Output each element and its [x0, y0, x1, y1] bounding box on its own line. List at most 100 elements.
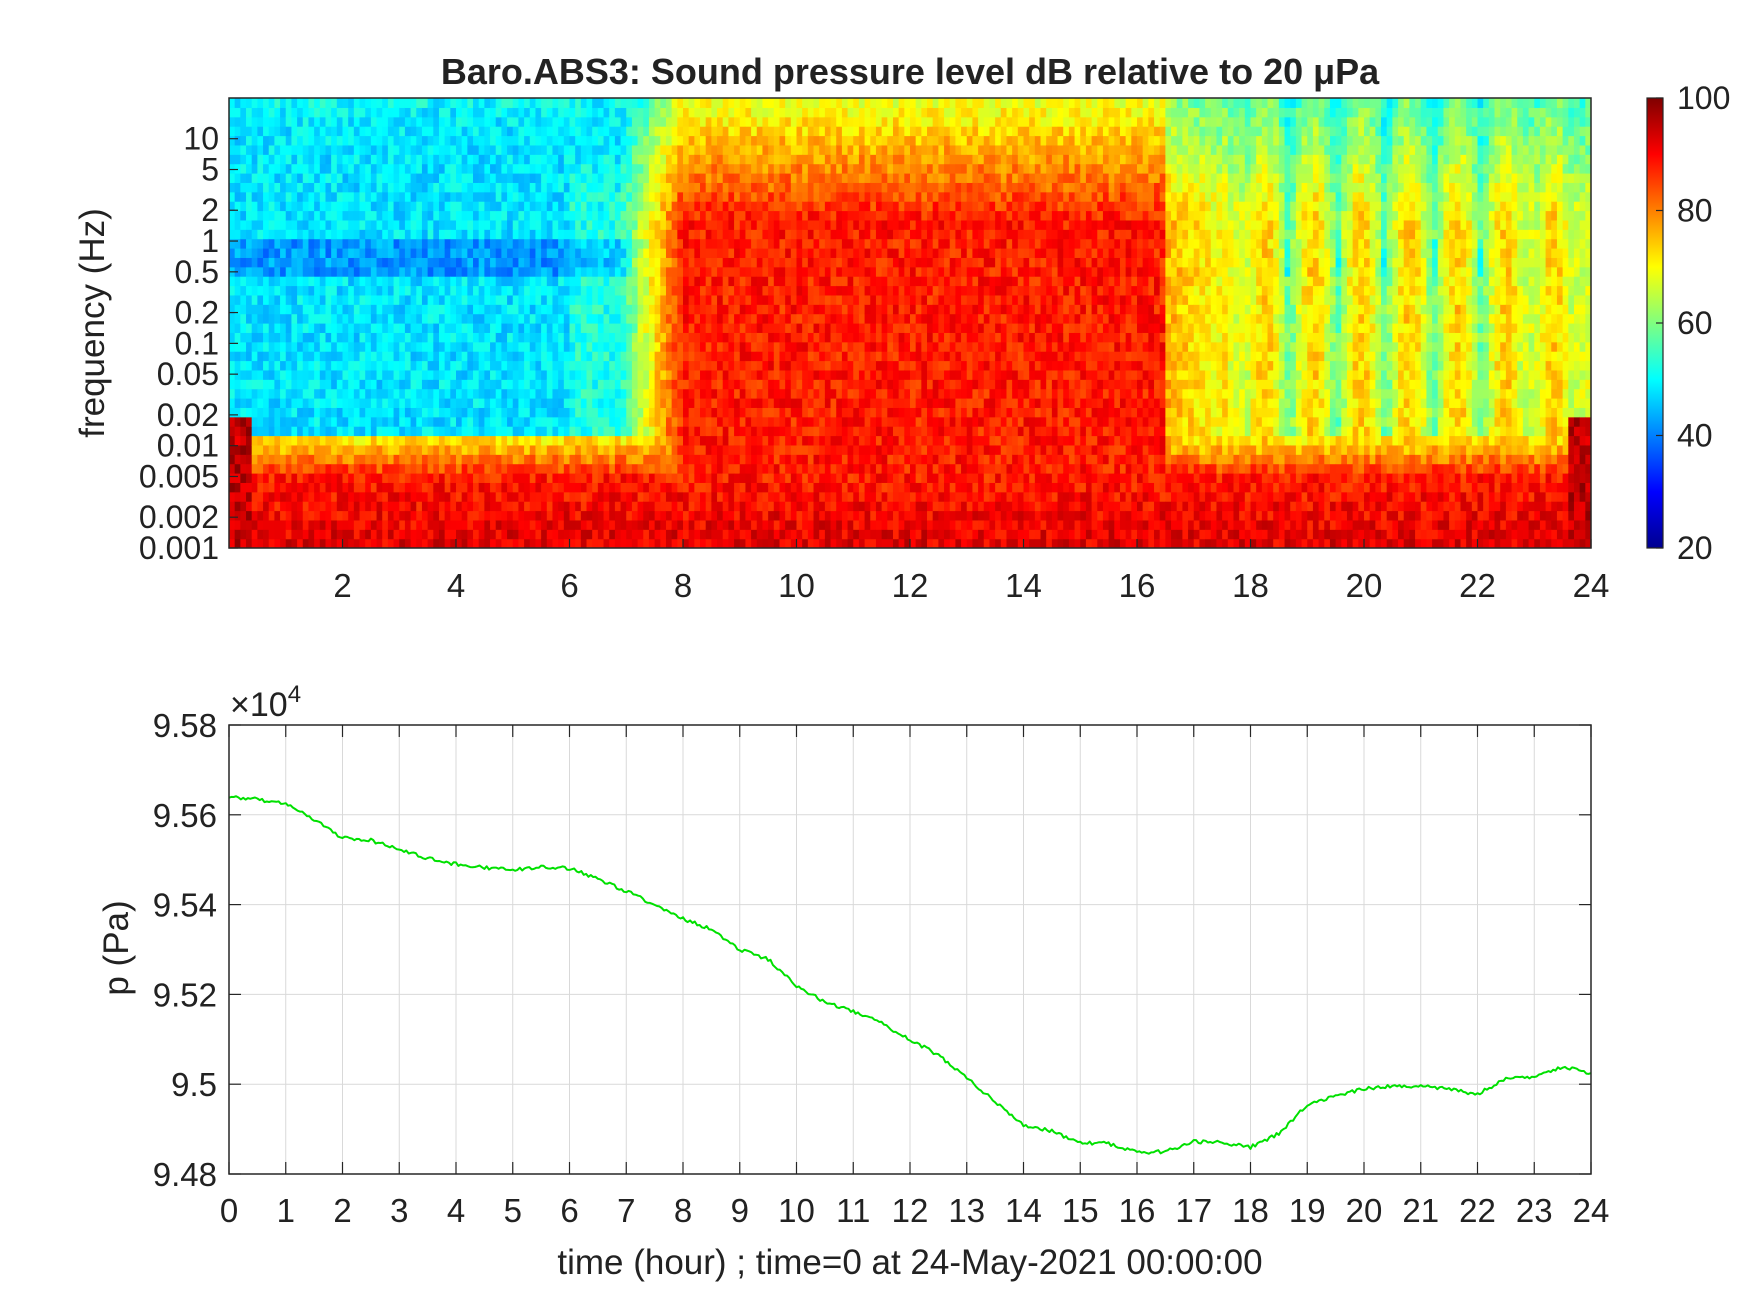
heatmap-cell — [348, 285, 355, 296]
heatmap-cell — [302, 182, 310, 193]
heatmap-cell — [631, 426, 639, 437]
heatmap-cell — [473, 173, 480, 183]
heatmap-cell — [484, 163, 491, 174]
heatmap-cell — [495, 444, 502, 455]
heatmap-cell — [495, 191, 502, 202]
heatmap-cell — [501, 369, 508, 380]
heatmap-cell — [427, 144, 434, 155]
heatmap-cell — [807, 219, 815, 230]
heatmap-cell — [507, 360, 514, 371]
heatmap-cell — [387, 398, 395, 408]
heatmap-cell — [291, 163, 298, 174]
heatmap-cell — [280, 398, 287, 408]
heatmap-cell — [302, 323, 310, 333]
heatmap-cell — [768, 426, 775, 437]
heatmap-cell — [393, 454, 400, 465]
heatmap-cell — [490, 173, 497, 183]
heatmap-cell — [683, 182, 690, 193]
heatmap-cell — [552, 323, 559, 333]
heatmap-cell — [257, 294, 264, 305]
heatmap-cell — [302, 407, 310, 418]
heatmap-cell — [586, 435, 593, 446]
heatmap-cell — [501, 257, 508, 268]
heatmap-cell — [342, 360, 349, 371]
heatmap-cell — [660, 341, 667, 352]
heatmap-cell — [575, 454, 582, 465]
heatmap-cell — [552, 173, 559, 183]
heatmap-cell — [524, 116, 531, 127]
heatmap-cell — [802, 379, 809, 390]
heatmap-cell — [620, 285, 627, 296]
heatmap-cell — [461, 276, 468, 287]
heatmap-cell — [722, 369, 729, 380]
heatmap-cell — [631, 163, 639, 174]
heatmap-cell — [512, 538, 520, 548]
heatmap-cell — [461, 248, 468, 258]
heatmap-cell — [280, 229, 287, 240]
heatmap-cell — [631, 173, 639, 183]
heatmap-cell — [387, 519, 395, 530]
heatmap-cell — [785, 313, 792, 324]
heatmap-cell — [563, 154, 571, 165]
heatmap-cell — [302, 398, 310, 408]
heatmap-cell — [251, 538, 258, 548]
heatmap-cell — [683, 398, 690, 408]
heatmap-cell — [700, 323, 707, 333]
heatmap-cell — [263, 257, 270, 268]
heatmap-cell — [353, 323, 361, 333]
heatmap-cell — [711, 210, 718, 221]
heatmap-cell — [665, 426, 673, 437]
heatmap-cell — [779, 360, 786, 371]
heatmap-cell — [546, 519, 554, 530]
heatmap-cell — [648, 369, 656, 380]
heatmap-cell — [240, 163, 247, 174]
heatmap-cell — [535, 529, 542, 540]
heatmap-cell — [700, 126, 707, 137]
heatmap-cell — [734, 276, 741, 287]
heatmap-cell — [490, 294, 497, 305]
heatmap-cell — [342, 407, 349, 418]
heatmap-cell — [353, 398, 361, 408]
heatmap-cell — [807, 341, 815, 352]
heatmap-cell — [626, 360, 633, 371]
heatmap-cell — [484, 463, 491, 474]
heatmap-cell — [427, 529, 434, 540]
heatmap-cell — [683, 529, 690, 540]
heatmap-cell — [456, 285, 463, 296]
heatmap-cell — [348, 332, 355, 343]
heatmap-cell — [501, 238, 508, 249]
heatmap-cell — [802, 257, 809, 268]
heatmap-cell — [631, 248, 639, 258]
heatmap-cell — [438, 501, 446, 512]
heatmap-cell — [688, 323, 695, 333]
heatmap-cell — [450, 435, 457, 446]
heatmap-cell — [342, 116, 349, 127]
heatmap-cell — [609, 435, 616, 446]
heatmap-cell — [665, 444, 673, 455]
heatmap-cell — [393, 191, 400, 202]
heatmap-cell — [495, 135, 502, 146]
heatmap-cell — [717, 416, 724, 427]
heatmap-cell — [609, 98, 616, 108]
heatmap-cell — [546, 323, 554, 333]
heatmap-cell — [308, 116, 315, 127]
heatmap-cell — [558, 210, 565, 221]
heatmap-cell — [456, 313, 463, 324]
heatmap-cell — [751, 210, 758, 221]
heatmap-cell — [297, 444, 304, 455]
heatmap-cell — [461, 191, 468, 202]
heatmap-cell — [802, 510, 809, 521]
heatmap-cell — [529, 116, 537, 127]
heatmap-cell — [370, 529, 378, 540]
heatmap-cell — [246, 463, 253, 474]
heatmap-cell — [399, 444, 406, 455]
heatmap-cell — [643, 491, 650, 502]
heatmap-cell — [603, 229, 610, 240]
heatmap-cell — [535, 416, 542, 427]
heatmap-cell — [404, 398, 412, 408]
heatmap-cell — [246, 519, 253, 530]
heatmap-cell — [756, 501, 764, 512]
heatmap-cell — [745, 529, 752, 540]
heatmap-cell — [705, 529, 712, 540]
heatmap-cell — [586, 538, 593, 548]
